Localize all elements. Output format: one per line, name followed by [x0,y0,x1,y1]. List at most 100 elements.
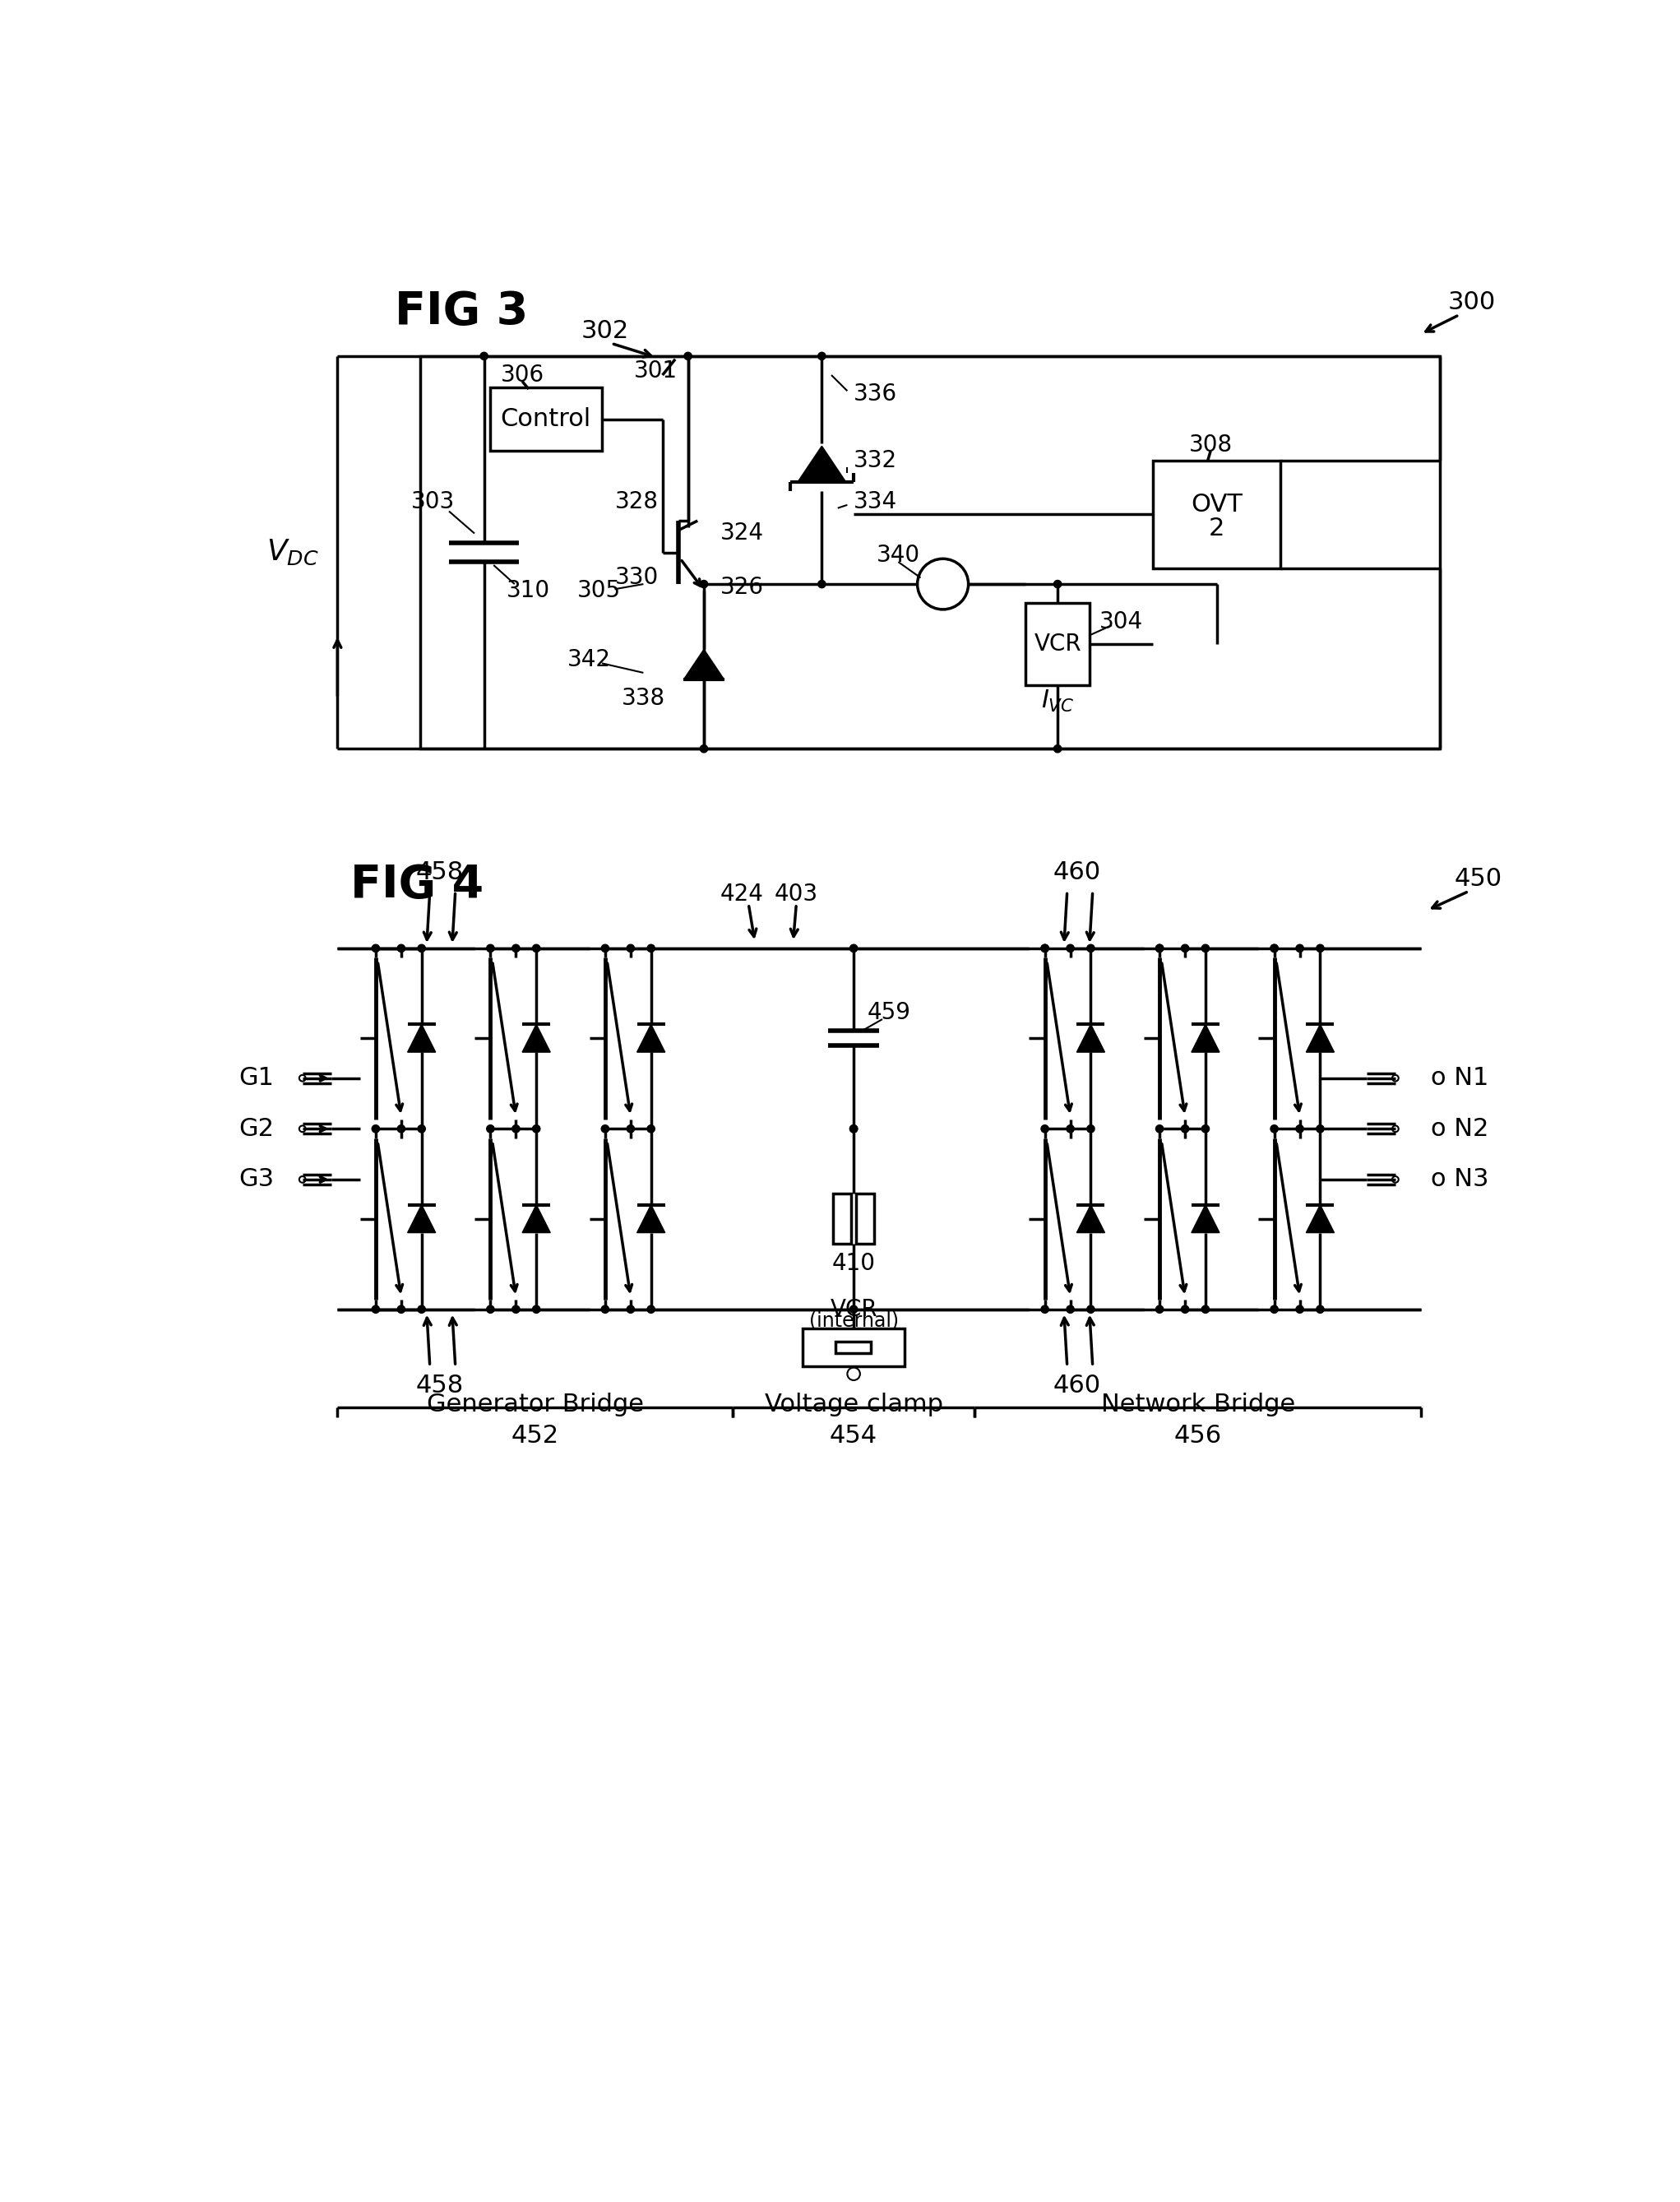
Circle shape [418,945,425,951]
Text: FIG 4: FIG 4 [349,863,484,907]
Polygon shape [1305,1204,1334,1233]
Circle shape [398,1125,405,1132]
Circle shape [1067,945,1074,951]
Polygon shape [684,650,724,680]
Circle shape [1156,945,1163,951]
Circle shape [701,744,707,753]
Circle shape [371,1306,380,1312]
Circle shape [512,1306,519,1312]
Circle shape [1181,1125,1189,1132]
Circle shape [850,1306,857,1312]
Polygon shape [408,1204,435,1233]
Text: Voltage clamp: Voltage clamp [764,1392,942,1416]
Circle shape [398,945,405,951]
Polygon shape [637,1024,665,1053]
Circle shape [601,1125,608,1132]
Text: 324: 324 [719,522,763,544]
Text: o N3: o N3 [1430,1167,1488,1191]
Bar [491,388,601,451]
Circle shape [1156,945,1163,951]
Text: 460: 460 [1053,861,1100,885]
Circle shape [487,945,494,951]
Text: 456: 456 [1174,1425,1221,1449]
Circle shape [1181,945,1189,951]
Bar [837,1341,870,1352]
Circle shape [1181,1306,1189,1312]
Text: 304: 304 [1099,610,1142,634]
Text: 338: 338 [622,687,665,709]
Circle shape [1295,1306,1304,1312]
Bar [857,1193,874,1244]
Text: 336: 336 [853,383,897,405]
Text: $I_{VC}$: $I_{VC}$ [1042,689,1074,713]
Text: 460: 460 [1053,1374,1100,1398]
Circle shape [512,945,519,951]
Circle shape [1270,1306,1278,1312]
Text: 424: 424 [721,883,764,905]
Circle shape [1067,1306,1074,1312]
Polygon shape [522,1024,551,1053]
Text: o N1: o N1 [1430,1066,1488,1090]
Circle shape [647,1125,655,1132]
Circle shape [1067,1125,1074,1132]
Circle shape [1270,945,1278,951]
Circle shape [1042,945,1048,951]
Text: 310: 310 [507,579,551,601]
Polygon shape [798,447,847,482]
Circle shape [647,1306,655,1312]
Bar [833,1193,852,1244]
Circle shape [627,945,635,951]
Circle shape [1156,1306,1163,1312]
Circle shape [601,945,608,951]
Text: 330: 330 [615,566,659,590]
Text: 410: 410 [832,1251,875,1275]
Text: Control: Control [501,407,591,432]
Circle shape [1317,945,1324,951]
Bar [420,357,1440,749]
Bar [803,1328,904,1365]
Polygon shape [1191,1204,1220,1233]
Text: 452: 452 [511,1425,559,1449]
Text: G3: G3 [239,1167,274,1191]
Text: 332: 332 [853,449,897,471]
Circle shape [1087,1306,1095,1312]
Circle shape [818,581,825,588]
Text: 458: 458 [415,1374,464,1398]
Circle shape [627,1306,635,1312]
Text: 342: 342 [568,650,612,672]
Text: OVT: OVT [1191,493,1243,517]
Polygon shape [522,1204,551,1233]
Polygon shape [408,1024,435,1053]
Circle shape [850,1125,857,1132]
Circle shape [1087,1125,1095,1132]
Text: 328: 328 [615,491,659,513]
Text: $V_{DC}$: $V_{DC}$ [267,537,319,566]
Circle shape [647,945,655,951]
Text: 306: 306 [501,363,544,388]
Circle shape [533,945,541,951]
Circle shape [1042,1306,1048,1312]
Circle shape [1042,1125,1048,1132]
Polygon shape [1077,1204,1105,1233]
Circle shape [533,1125,541,1132]
Polygon shape [1191,1024,1220,1053]
Circle shape [512,1125,519,1132]
Circle shape [601,1306,608,1312]
Circle shape [371,945,380,951]
Polygon shape [1305,1024,1334,1053]
Circle shape [533,1306,541,1312]
Bar [1026,603,1089,685]
Text: 454: 454 [830,1425,877,1449]
Text: 459: 459 [867,1002,911,1024]
Text: 458: 458 [415,861,464,885]
Circle shape [1270,1125,1278,1132]
Circle shape [850,1125,857,1132]
Text: 303: 303 [412,491,455,513]
Text: 301: 301 [635,359,679,383]
Text: FIG 3: FIG 3 [395,288,528,335]
Text: Generator Bridge: Generator Bridge [427,1392,643,1416]
Circle shape [418,1125,425,1132]
Circle shape [1053,744,1062,753]
Circle shape [627,1125,635,1132]
Circle shape [1042,945,1048,951]
